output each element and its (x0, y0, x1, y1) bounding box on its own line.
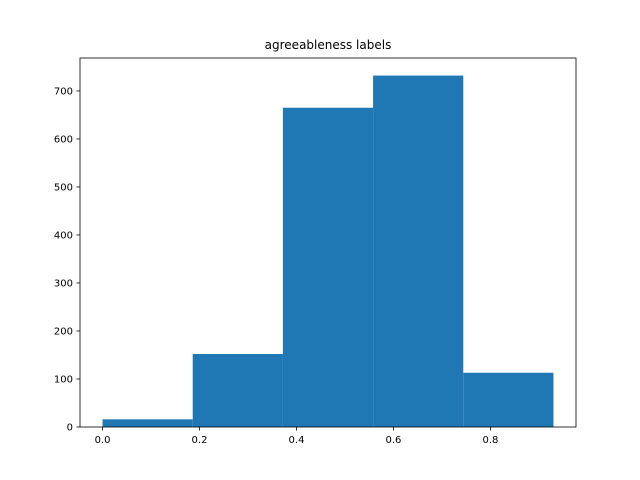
y-tick-label: 300 (54, 278, 73, 289)
histogram-bar (102, 419, 193, 427)
chart-title: agreeableness labels (265, 38, 392, 52)
x-tick-label: 0.0 (95, 435, 111, 446)
y-tick-label: 500 (54, 182, 73, 193)
histogram-bar (192, 354, 283, 427)
y-tick-label: 700 (54, 86, 73, 97)
x-tick-label: 0.4 (289, 435, 305, 446)
y-tick-label: 200 (54, 326, 73, 337)
histogram-bar (282, 107, 374, 427)
y-axis: 0 100 200 300 400 500 600 700 (54, 86, 80, 434)
x-axis: 0.0 0.2 0.4 0.6 0.8 (95, 427, 498, 446)
bars-group (102, 75, 554, 428)
histogram-bar (463, 372, 554, 427)
y-tick-label: 100 (54, 374, 73, 385)
histogram-bar (373, 75, 464, 428)
plot-frame (79, 57, 577, 428)
y-tick-label: 0 (67, 423, 73, 434)
y-tick-label: 600 (54, 134, 73, 145)
x-tick-label: 0.6 (386, 435, 402, 446)
y-tick-label: 400 (54, 230, 73, 241)
x-tick-label: 0.8 (482, 435, 498, 446)
x-tick-label: 0.2 (192, 435, 208, 446)
